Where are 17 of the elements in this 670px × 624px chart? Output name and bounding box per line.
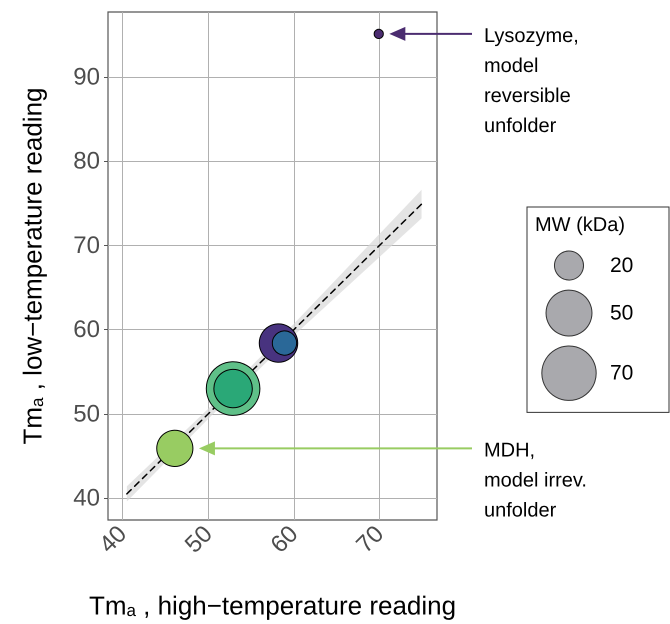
x-tick-label: 50	[180, 520, 218, 558]
y-tick-label: 90	[73, 63, 100, 90]
x-tick-label: 70	[351, 520, 390, 558]
x-axis-title: Tma , high−temperature reading	[88, 590, 456, 620]
legend-title: MW (kDa)	[535, 214, 625, 236]
y-tick-label: 50	[73, 400, 100, 428]
x-tick-label: 60	[266, 520, 304, 558]
y-tick-label: 70	[73, 232, 100, 259]
legend-label: 50	[610, 302, 634, 325]
y-axis-title: Tma , low−temperature reading	[18, 87, 48, 445]
text: MDH, model irrev. unfolder	[484, 439, 587, 522]
y-tick-label: 40	[73, 484, 100, 512]
legend-label: 70	[610, 362, 634, 385]
y-tick-label: 60	[73, 316, 100, 344]
y-tick-label: 80	[73, 148, 100, 175]
text: Lysozyme, model reversible unfolder	[484, 24, 579, 137]
legend-label: 20	[610, 254, 634, 278]
